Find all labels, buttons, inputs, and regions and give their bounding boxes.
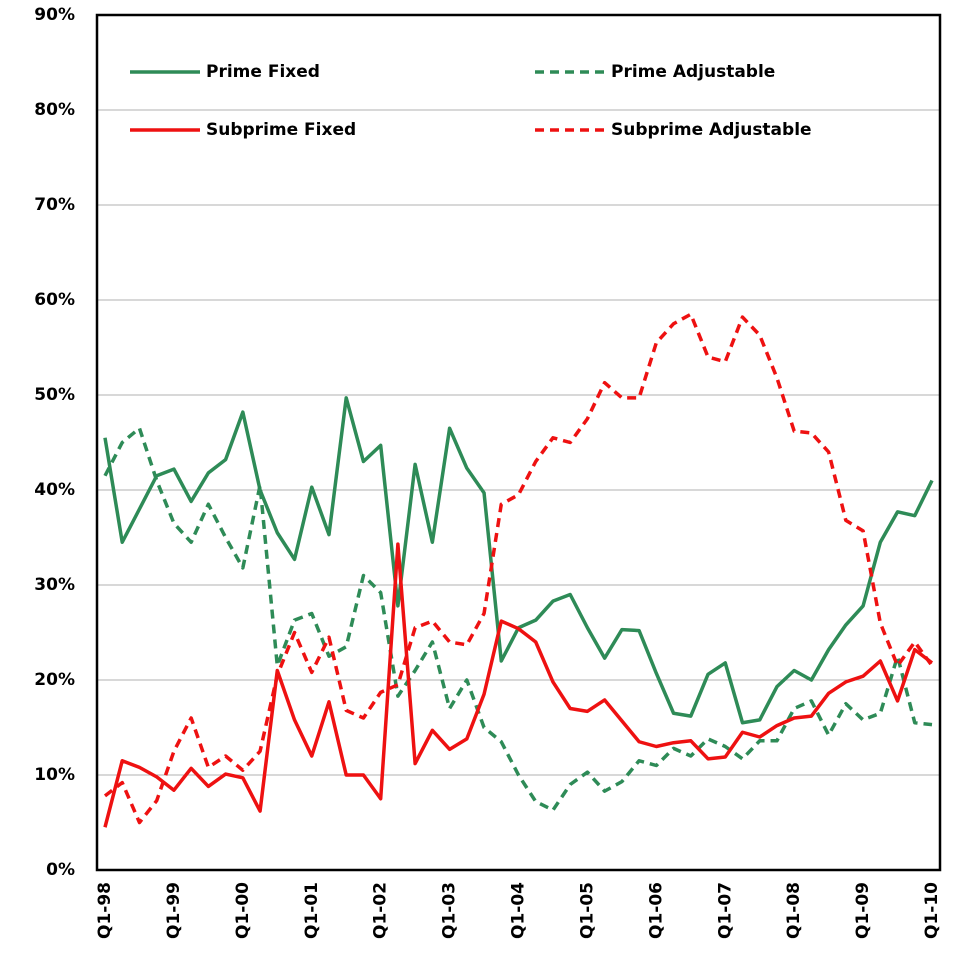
y-tick-label: 70%	[34, 195, 75, 215]
legend-label: Subprime Adjustable	[611, 120, 812, 140]
legend-label: Prime Adjustable	[611, 62, 775, 82]
y-tick-label: 0%	[46, 860, 75, 880]
x-tick-label: Q1-99	[164, 882, 184, 939]
y-tick-label: 10%	[34, 765, 75, 785]
x-tick-label: Q1-01	[302, 882, 322, 939]
y-tick-label: 20%	[34, 670, 75, 690]
legend-label: Prime Fixed	[206, 62, 320, 82]
y-tick-label: 90%	[34, 5, 75, 25]
y-tick-label: 50%	[34, 385, 75, 405]
x-tick-label: Q1-05	[577, 882, 597, 939]
series-line	[103, 396, 934, 725]
x-tick-label: Q1-02	[371, 882, 391, 939]
y-tick-label: 60%	[34, 290, 75, 310]
series-line	[103, 312, 934, 825]
y-tick-label: 40%	[34, 480, 75, 500]
legend-label: Subprime Fixed	[206, 120, 356, 140]
x-tick-label: Q1-10	[922, 882, 942, 939]
x-tick-label: Q1-04	[509, 882, 529, 939]
x-tick-label: Q1-07	[715, 882, 735, 939]
plot-frame	[95, 13, 942, 872]
y-tick-label: 30%	[34, 575, 75, 595]
series-line	[103, 542, 934, 828]
series-line	[103, 426, 933, 812]
x-tick-label: Q1-06	[646, 882, 666, 939]
y-tick-label: 80%	[34, 100, 75, 120]
x-tick-label: Q1-08	[784, 882, 804, 939]
x-tick-label: Q1-00	[233, 882, 253, 939]
x-tick-label: Q1-03	[440, 882, 460, 939]
x-tick-label: Q1-09	[853, 882, 873, 939]
x-tick-label: Q1-98	[95, 882, 115, 939]
